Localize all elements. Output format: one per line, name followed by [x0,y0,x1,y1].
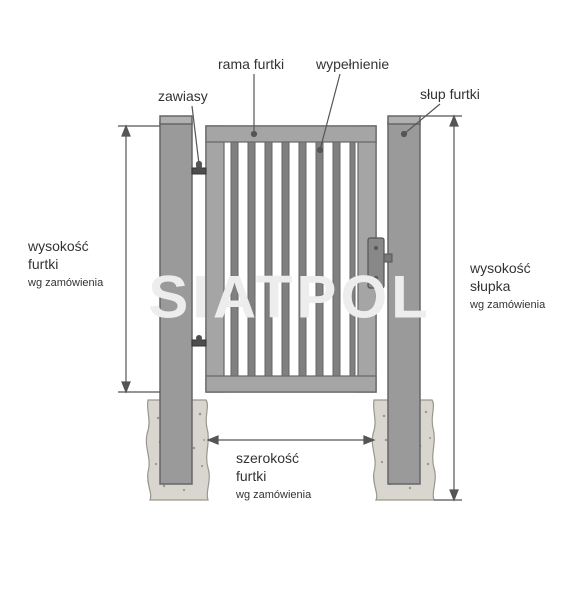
label-width-l1: szerokość [236,450,299,466]
label-height-gate-l2: furtki [28,256,58,272]
label-height-gate: wysokość furtki wg zamówienia [28,238,103,291]
dim-width [208,436,374,444]
post-right [388,116,420,484]
label-height-post-sub: wg zamówienia [470,299,545,311]
label-frame: rama furtki [218,56,284,74]
label-height-gate-sub: wg zamówienia [28,277,103,289]
dim-height-gate [118,126,160,392]
hinge-bottom [192,335,206,346]
label-height-post: wysokość słupka wg zamówienia [470,260,545,313]
label-height-post-l1: wysokość [470,260,531,276]
label-width: szerokość furtki wg zamówienia [236,450,311,503]
label-infill: wypełnienie [316,56,389,74]
label-height-gate-l1: wysokość [28,238,89,254]
label-height-post-l2: słupka [470,278,510,294]
label-hinges: zawiasy [158,88,208,106]
label-width-sub: wg zamówienia [236,489,311,501]
label-width-l2: furtki [236,468,266,484]
label-post: słup furtki [420,86,480,104]
post-left [160,116,192,484]
